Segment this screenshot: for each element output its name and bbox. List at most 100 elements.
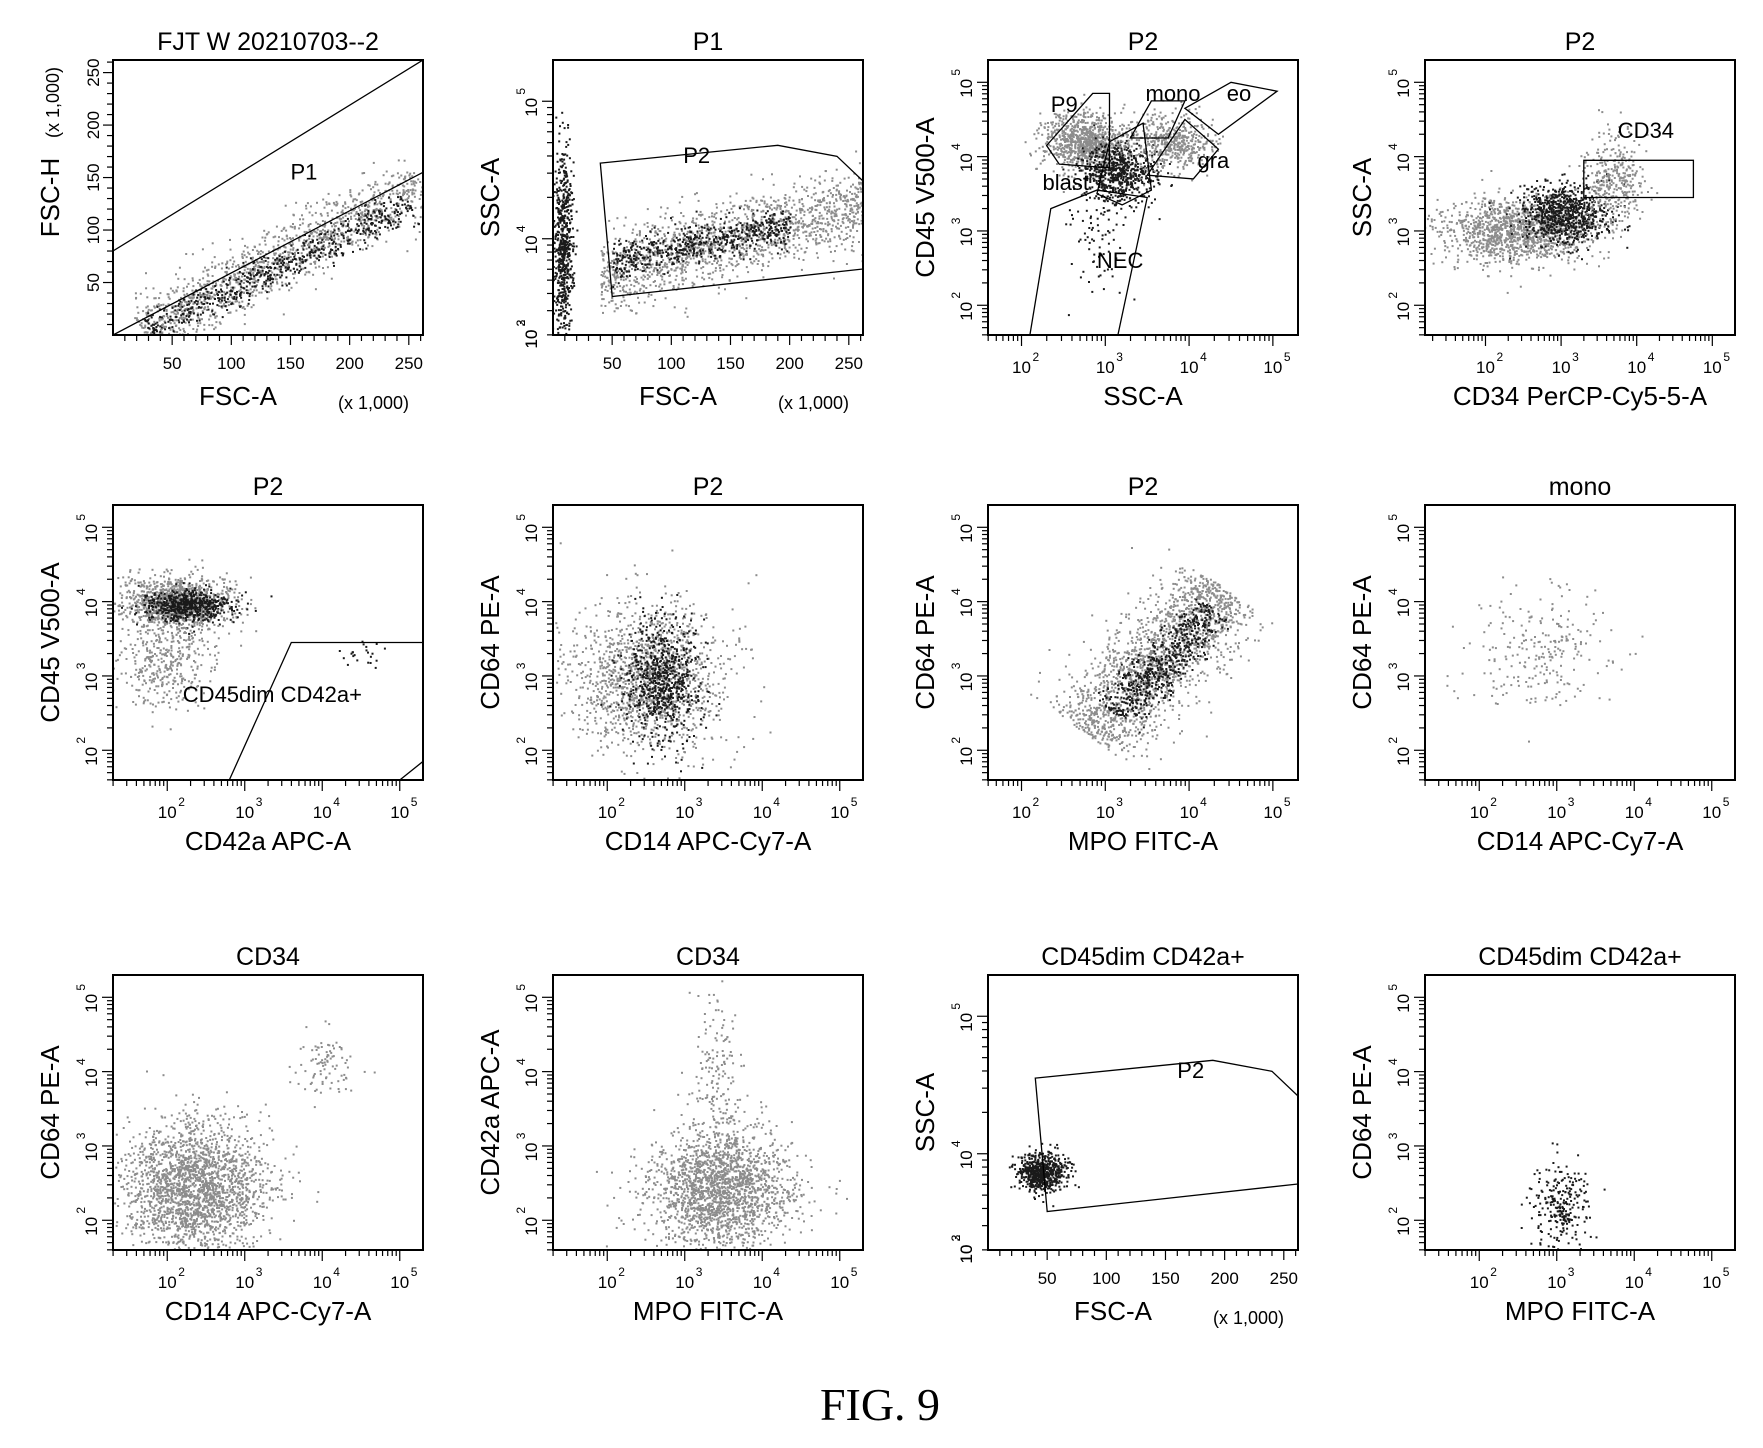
event-dot [1075, 115, 1078, 118]
event-dot [613, 310, 616, 313]
event-dot [315, 246, 318, 249]
event-dot [682, 248, 685, 251]
event-dot [570, 243, 573, 246]
event-dot [760, 269, 763, 272]
event-dot [163, 320, 166, 323]
event-dot [793, 256, 796, 259]
event-dot [645, 287, 648, 289]
event-dot [833, 220, 836, 223]
event-dot [696, 242, 699, 245]
event-dot [832, 260, 835, 263]
event-dot [781, 212, 784, 215]
event-dot [340, 217, 343, 220]
event-dot [836, 227, 839, 230]
event-dot [227, 311, 230, 314]
event-dot [701, 258, 704, 261]
event-dot [412, 182, 415, 185]
event-dot [601, 271, 604, 273]
event-dot [262, 261, 265, 264]
event-dot [218, 321, 221, 324]
event-dot [606, 251, 609, 254]
event-dot [737, 263, 740, 265]
event-dot [274, 267, 277, 269]
event-dot [685, 307, 688, 310]
event-dot [620, 255, 623, 258]
event-dot [747, 229, 750, 232]
event-dot [740, 240, 743, 242]
event-dot [713, 240, 716, 243]
event-dot [563, 310, 566, 313]
event-dot [768, 233, 771, 236]
event-dot [234, 300, 237, 303]
event-dot [764, 249, 767, 251]
event-dot [770, 227, 773, 230]
event-dot [297, 271, 300, 274]
event-dot [178, 309, 181, 312]
event-dot [145, 272, 147, 275]
y-tick-exponent: 2 [514, 319, 528, 326]
event-dot [189, 318, 192, 321]
event-dot [676, 259, 679, 262]
event-dot [277, 261, 280, 264]
event-dot [654, 225, 657, 228]
event-dot [292, 248, 295, 251]
event-dot [603, 246, 606, 249]
event-dot [142, 310, 145, 313]
event-dot [571, 281, 574, 284]
event-dot [322, 245, 325, 248]
event-dot [392, 223, 395, 226]
event-dot [752, 242, 754, 245]
event-dot [142, 327, 145, 329]
event-dot [396, 225, 399, 228]
event-dot [749, 228, 752, 231]
event-dot [708, 252, 711, 255]
event-dot [252, 304, 255, 307]
event-dot [286, 265, 289, 268]
event-dot [355, 241, 357, 244]
event-dot [299, 218, 301, 221]
event-dot [307, 223, 310, 226]
event-dot [334, 225, 336, 228]
event-dot [558, 263, 561, 266]
event-dot [611, 297, 614, 299]
event-dot [648, 261, 651, 264]
event-dot [758, 203, 761, 206]
event-dot [304, 260, 307, 263]
event-dot [783, 234, 786, 237]
event-dot [798, 257, 800, 260]
event-dot [829, 250, 832, 253]
event-dot [314, 260, 317, 263]
event-dot [356, 223, 359, 226]
event-dot [186, 318, 188, 321]
event-dot [831, 224, 834, 227]
event-dot [828, 208, 831, 211]
event-dot [572, 174, 575, 177]
event-dot [372, 210, 375, 213]
event-dot [568, 239, 571, 242]
event-dot [670, 244, 673, 247]
event-dot [810, 196, 813, 199]
event-dot [779, 257, 781, 260]
event-dot [327, 245, 330, 248]
event-dot [811, 220, 814, 223]
event-dot [253, 268, 256, 270]
event-dot [713, 243, 716, 246]
event-dot [685, 261, 688, 263]
event-dot [247, 292, 250, 295]
event-dot [248, 299, 251, 301]
event-dot [347, 229, 350, 232]
event-dot [213, 313, 216, 316]
event-dot [384, 219, 387, 222]
event-dot [791, 221, 793, 224]
event-dot [243, 308, 246, 310]
event-dot [806, 208, 809, 211]
event-dot [199, 292, 202, 294]
event-dot [381, 202, 384, 205]
event-dot [413, 192, 416, 195]
event-dot [192, 293, 195, 296]
event-dot [405, 206, 407, 209]
event-dot [734, 235, 737, 238]
event-dot [324, 236, 327, 239]
event-dot [755, 221, 758, 224]
event-dot [749, 230, 752, 232]
